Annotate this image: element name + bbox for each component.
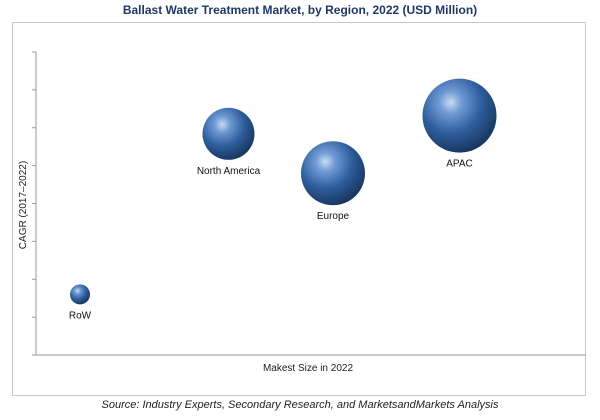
bubble-north-america [202,107,255,160]
bubble-label: RoW [69,310,92,321]
bubble-row [70,284,90,305]
bubble-label: North America [197,166,261,177]
x-axis-label: Makest Size in 2022 [263,363,353,374]
y-axis-label: CAGR (2017–2022) [18,161,29,249]
bubble-label: APAC [446,159,473,170]
bubble-europe [301,141,365,206]
bubble-label: Europe [317,211,350,222]
chart-title: Ballast Water Treatment Market, by Regio… [122,3,478,17]
source-note: Source: Industry Experts, Secondary Rese… [101,399,499,411]
bubble-apac [422,78,497,153]
chart-frame [12,22,586,396]
